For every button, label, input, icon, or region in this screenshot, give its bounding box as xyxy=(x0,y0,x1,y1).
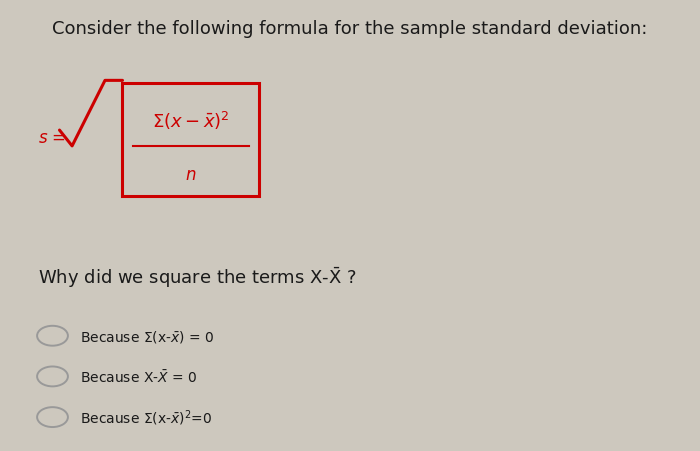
Text: $s$ =: $s$ = xyxy=(38,129,66,147)
Circle shape xyxy=(37,407,68,427)
Bar xyxy=(122,83,259,196)
Text: Because X-$\bar{X}$ = 0: Because X-$\bar{X}$ = 0 xyxy=(80,368,198,385)
Circle shape xyxy=(37,326,68,346)
Text: Consider the following formula for the sample standard deviation:: Consider the following formula for the s… xyxy=(52,20,648,38)
Circle shape xyxy=(37,367,68,387)
Text: Because $\Sigma$(x-$\bar{x}$) = 0: Because $\Sigma$(x-$\bar{x}$) = 0 xyxy=(80,328,215,344)
Text: $n$: $n$ xyxy=(185,166,197,184)
Text: Because $\Sigma$(x-$\bar{x}$)$^2$=0: Because $\Sigma$(x-$\bar{x}$)$^2$=0 xyxy=(80,407,213,427)
Text: $\Sigma(x-\bar{x})^2$: $\Sigma(x-\bar{x})^2$ xyxy=(152,110,230,132)
Text: Why did we square the terms X-$\bar{\mathrm{X}}$ ?: Why did we square the terms X-$\bar{\mat… xyxy=(38,265,357,290)
